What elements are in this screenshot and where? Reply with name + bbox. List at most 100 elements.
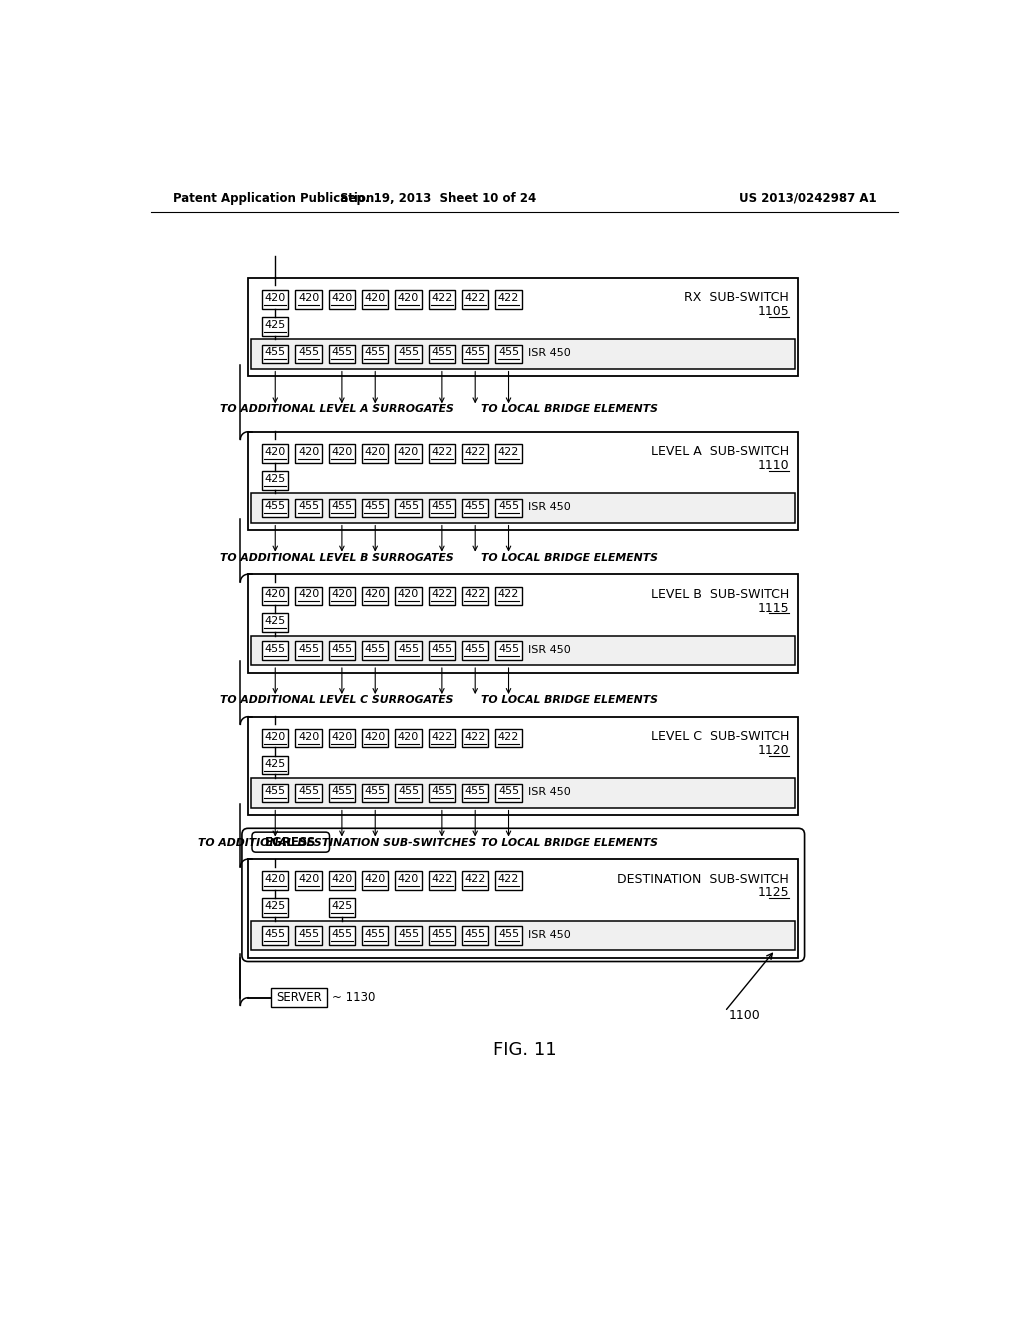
FancyBboxPatch shape <box>329 729 355 747</box>
Text: 420: 420 <box>398 589 419 599</box>
FancyBboxPatch shape <box>262 614 289 632</box>
FancyBboxPatch shape <box>251 494 796 523</box>
Text: 455: 455 <box>398 347 419 358</box>
Text: TO ADDITIONAL DESTINATION SUB-SWITCHES: TO ADDITIONAL DESTINATION SUB-SWITCHES <box>198 838 476 847</box>
Text: 420: 420 <box>264 874 286 884</box>
Text: 455: 455 <box>465 644 485 653</box>
Text: EGRESS: EGRESS <box>265 836 316 849</box>
Text: 422: 422 <box>465 293 485 302</box>
Text: 420: 420 <box>264 446 286 457</box>
FancyBboxPatch shape <box>295 586 322 605</box>
FancyBboxPatch shape <box>496 345 521 363</box>
Text: LEVEL C  SUB-SWITCH: LEVEL C SUB-SWITCH <box>650 730 790 743</box>
FancyBboxPatch shape <box>295 444 322 462</box>
Text: 455: 455 <box>332 929 352 939</box>
FancyBboxPatch shape <box>362 499 388 517</box>
Text: 420: 420 <box>398 446 419 457</box>
FancyBboxPatch shape <box>251 636 796 665</box>
Text: 455: 455 <box>332 502 352 511</box>
Text: 420: 420 <box>365 589 386 599</box>
Text: 455: 455 <box>431 644 453 653</box>
Text: 420: 420 <box>332 446 352 457</box>
Text: 455: 455 <box>365 644 386 653</box>
Text: 455: 455 <box>465 929 485 939</box>
FancyBboxPatch shape <box>496 927 521 945</box>
Text: 455: 455 <box>398 787 419 796</box>
Text: 455: 455 <box>298 787 319 796</box>
Text: 420: 420 <box>365 293 386 302</box>
FancyBboxPatch shape <box>251 921 796 950</box>
FancyBboxPatch shape <box>395 345 422 363</box>
Text: 420: 420 <box>398 731 419 742</box>
Text: 425: 425 <box>264 616 286 626</box>
Text: 420: 420 <box>264 589 286 599</box>
Text: 420: 420 <box>298 731 319 742</box>
Text: 455: 455 <box>465 787 485 796</box>
Text: US 2013/0242987 A1: US 2013/0242987 A1 <box>739 191 877 205</box>
Text: 455: 455 <box>498 502 519 511</box>
FancyBboxPatch shape <box>462 290 488 309</box>
FancyBboxPatch shape <box>462 444 488 462</box>
FancyBboxPatch shape <box>295 345 322 363</box>
FancyBboxPatch shape <box>462 642 488 660</box>
Text: DESTINATION  SUB-SWITCH: DESTINATION SUB-SWITCH <box>617 873 790 886</box>
FancyBboxPatch shape <box>262 444 289 462</box>
FancyBboxPatch shape <box>429 444 455 462</box>
Text: 422: 422 <box>465 731 485 742</box>
FancyBboxPatch shape <box>362 784 388 803</box>
Text: 455: 455 <box>431 502 453 511</box>
Text: 455: 455 <box>465 502 485 511</box>
FancyBboxPatch shape <box>362 444 388 462</box>
Text: Patent Application Publication: Patent Application Publication <box>173 191 374 205</box>
Text: 455: 455 <box>264 929 286 939</box>
Text: SERVER: SERVER <box>276 991 323 1005</box>
Text: 420: 420 <box>332 731 352 742</box>
Text: 422: 422 <box>431 293 453 302</box>
Text: TO LOCAL BRIDGE ELEMENTS: TO LOCAL BRIDGE ELEMENTS <box>481 696 658 705</box>
FancyBboxPatch shape <box>262 899 289 917</box>
Text: 420: 420 <box>332 293 352 302</box>
FancyBboxPatch shape <box>362 586 388 605</box>
Text: 420: 420 <box>332 874 352 884</box>
Text: 420: 420 <box>365 874 386 884</box>
Text: 455: 455 <box>431 929 453 939</box>
Text: 425: 425 <box>264 319 286 330</box>
Text: 425: 425 <box>264 474 286 483</box>
Text: 422: 422 <box>431 589 453 599</box>
FancyBboxPatch shape <box>295 499 322 517</box>
FancyBboxPatch shape <box>395 499 422 517</box>
Text: 455: 455 <box>298 644 319 653</box>
FancyBboxPatch shape <box>362 642 388 660</box>
FancyBboxPatch shape <box>395 927 422 945</box>
FancyBboxPatch shape <box>329 290 355 309</box>
FancyBboxPatch shape <box>295 642 322 660</box>
FancyBboxPatch shape <box>362 345 388 363</box>
FancyBboxPatch shape <box>429 729 455 747</box>
FancyBboxPatch shape <box>395 729 422 747</box>
FancyBboxPatch shape <box>262 290 289 309</box>
FancyBboxPatch shape <box>262 642 289 660</box>
FancyBboxPatch shape <box>251 339 796 368</box>
FancyBboxPatch shape <box>248 432 799 531</box>
Text: 420: 420 <box>332 589 352 599</box>
Text: 422: 422 <box>498 293 519 302</box>
Text: 422: 422 <box>498 589 519 599</box>
Text: FIG. 11: FIG. 11 <box>493 1041 557 1059</box>
Text: 455: 455 <box>498 347 519 358</box>
FancyBboxPatch shape <box>429 345 455 363</box>
FancyBboxPatch shape <box>262 756 289 775</box>
Text: 455: 455 <box>465 347 485 358</box>
Text: 1110: 1110 <box>758 459 790 473</box>
FancyBboxPatch shape <box>252 832 330 853</box>
FancyBboxPatch shape <box>295 290 322 309</box>
FancyBboxPatch shape <box>329 642 355 660</box>
Text: 455: 455 <box>264 787 286 796</box>
Text: 455: 455 <box>264 347 286 358</box>
Text: 422: 422 <box>498 874 519 884</box>
FancyBboxPatch shape <box>329 899 355 917</box>
FancyBboxPatch shape <box>329 499 355 517</box>
Text: 1125: 1125 <box>758 887 790 899</box>
FancyBboxPatch shape <box>295 784 322 803</box>
Text: 455: 455 <box>498 929 519 939</box>
FancyBboxPatch shape <box>295 927 322 945</box>
